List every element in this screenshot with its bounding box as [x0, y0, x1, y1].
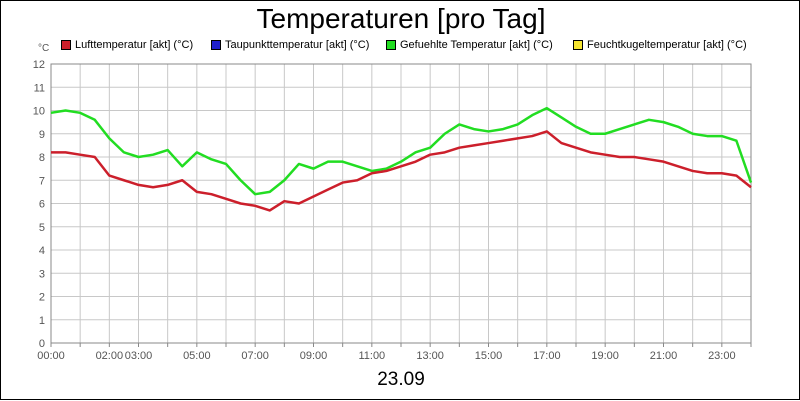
x-tick-label: 02:00 [96, 350, 124, 362]
x-tick-label: 17:00 [533, 350, 561, 362]
y-tick-label: 9 [39, 129, 45, 141]
x-tick-label: 19:00 [591, 350, 619, 362]
series-line-gefuehlte [50, 106, 753, 196]
x-tick-label: 13:00 [416, 350, 444, 362]
series-line-lufttemperatur [51, 130, 752, 212]
x-tick-label: 00:00 [37, 350, 65, 362]
x-tick-label: 21:00 [650, 350, 678, 362]
y-tick-label: 0 [39, 338, 45, 350]
legend-item-gefuehlte-temperatur: Gefuehlte Temperatur [akt] (°C) [386, 39, 553, 51]
legend-swatch-taupunkttemperatur [211, 40, 221, 50]
legend-item-lufttemperatur: Lufttemperatur [akt] (°C) [61, 39, 193, 51]
chart-title: Temperaturen [pro Tag] [256, 3, 546, 34]
y-tick-label: 4 [39, 245, 45, 257]
y-tick-label: 12 [33, 59, 45, 71]
y-tick-label: 3 [39, 268, 45, 280]
y-tick-label: 5 [39, 222, 45, 234]
legend-label-feuchtkugeltemperatur: Feuchtkugeltemperatur [akt] (°C) [587, 39, 747, 51]
y-tick-label: 7 [39, 175, 45, 187]
legend-label-lufttemperatur: Lufttemperatur [akt] (°C) [75, 39, 194, 51]
legend-label-taupunkttemperatur: Taupunkttemperatur [akt] (°C) [225, 39, 370, 51]
legend-swatch-gefuehlte-temperatur [386, 40, 396, 50]
legend-item-taupunkttemperatur: Taupunkttemperatur [akt] (°C) [211, 39, 369, 51]
y-tick-label: 2 [39, 292, 45, 304]
x-tick-label: 03:00 [125, 350, 153, 362]
y-tick-label: 8 [39, 152, 45, 164]
x-tick-label: 09:00 [300, 350, 328, 362]
y-tick-label: 10 [33, 106, 45, 118]
legend-swatch-feuchtkugeltemperatur [573, 40, 583, 50]
plot-border [50, 63, 752, 344]
y-tick-label: 6 [39, 199, 45, 211]
y-tick-label: 11 [34, 82, 45, 94]
legend-item-feuchtkugeltemperatur: Feuchtkugeltemperatur [akt] (°C) [573, 39, 747, 51]
x-tick-label: 05:00 [183, 350, 211, 362]
legend-swatch-lufttemperatur [61, 40, 71, 50]
legend-label-gefuehlte-temperatur: Gefuehlte Temperatur [akt] (°C) [400, 39, 553, 51]
y-tick-label: 1 [39, 315, 45, 327]
y-axis-unit: °C [38, 43, 50, 54]
x-tick-label: 15:00 [475, 350, 503, 362]
x-tick-label: 23:00 [708, 350, 736, 362]
date-label: 23.09 [377, 369, 425, 390]
x-tick-label: 07:00 [241, 350, 269, 362]
x-tick-label: 11:00 [358, 350, 385, 362]
